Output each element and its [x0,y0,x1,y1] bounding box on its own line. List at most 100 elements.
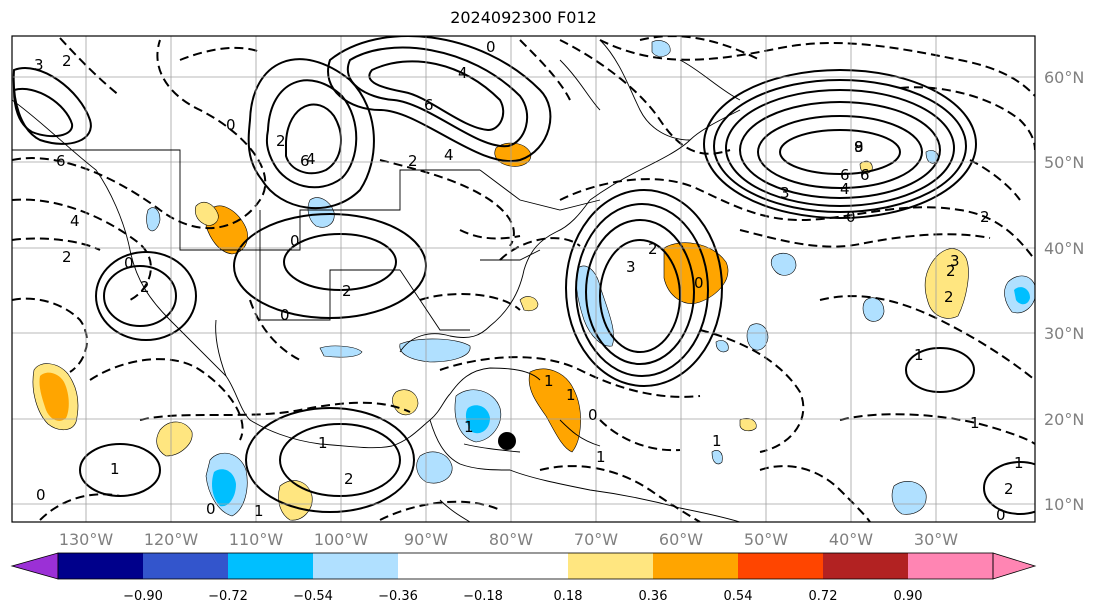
contour-label: 2 [62,248,72,266]
contour-label: 0 [226,116,236,134]
lat-label: 20°N [1044,410,1084,429]
contour-label: 1 [970,414,980,432]
colorbar-label: 0.90 [894,589,923,604]
contour-label: 2 [1004,480,1014,498]
contour-label: 6 [300,152,310,170]
colorbar-extend-min [10,552,59,580]
contour-label: 6 [56,152,66,170]
contour-label: 1 [1014,454,1024,472]
colorbar-segment [823,553,908,579]
contour-label: 4 [444,146,454,164]
contour-label: 8 [854,138,864,156]
colorbar: −0.90 −0.72 −0.54 −0.36 −0.18 0.18 0.36 … [10,552,1037,604]
colorbar-label: −0.18 [463,589,503,604]
contour-label: 6 [860,166,870,184]
latitude-labels: 60°N 50°N 40°N 30°N 20°N 10°N [1044,68,1084,514]
contour-label: 4 [70,212,80,230]
contour-label: 3 [780,184,790,202]
contour-label: 1 [318,434,328,452]
contour-label: 0 [996,506,1006,524]
contour-label: 0 [280,306,290,324]
contour-label: 2 [946,262,956,280]
colorbar-label: 0.36 [639,589,668,604]
contour-label: 0 [36,486,46,504]
colorbar-segment [313,553,398,579]
contour-label: 0 [124,254,134,272]
lon-label: 70°W [574,530,618,549]
lon-label: 90°W [404,530,448,549]
contour-label: 9 [854,138,864,156]
lon-label: 110°W [229,530,284,549]
lon-label: 50°W [744,530,788,549]
colorbar-segment [398,553,483,579]
contour-label: 1 [254,502,264,520]
contour-label: 2 [276,132,286,150]
contour-label: 0 [588,406,598,424]
colorbar-segment [653,553,738,579]
contour-label: 4 [306,150,316,168]
lon-label: 60°W [659,530,703,549]
lon-label: 120°W [144,530,199,549]
lat-label: 10°N [1044,495,1084,514]
contour-label: 1 [596,448,606,466]
contour-label: 2 [944,288,954,306]
contour-label: 2 [648,240,658,258]
contour-label: 0 [846,208,856,226]
colorbar-label: −0.90 [123,589,163,604]
colorbar-label: 0.18 [554,589,583,604]
map-border [11,35,1036,523]
colorbar-segment [738,553,823,579]
contour-label: 0 [694,274,704,292]
colorbar-segment [58,553,143,579]
contour-label: 2 [344,470,354,488]
contour-label: 2 [980,208,990,226]
lon-label: 80°W [489,530,533,549]
contour-labels: 2 3 6 4 6 6 0 4 2 0 2 4 4 6 0 8 2 0 2 3 … [34,38,1024,524]
contour-label: 2 [140,278,150,296]
dashed-contours [12,36,1035,522]
contour-label: 1 [914,346,924,364]
lat-label: 50°N [1044,153,1084,172]
lon-label: 100°W [314,530,369,549]
lat-label: 60°N [1044,68,1084,87]
contour-label: 3 [34,56,44,74]
solid-contours [12,36,1035,515]
contour-label: 3 [950,252,960,270]
colorbar-label: −0.72 [208,589,248,604]
colorbar-segment [143,553,228,579]
contour-label: 0 [290,232,300,250]
contour-label: 1 [464,418,474,436]
contour-label: 4 [840,180,850,198]
lon-label: 40°W [829,530,873,549]
contour-label: 1 [110,460,120,478]
contour-label: 0 [206,500,216,518]
contour-label: 2 [408,152,418,170]
lon-label: 130°W [59,530,114,549]
colorbar-segment [568,553,653,579]
contour-label: 3 [626,258,636,276]
contour-label: 4 [458,64,468,82]
colorbar-label: −0.54 [293,589,333,604]
contour-label: 1 [544,372,554,390]
shaded-areas [32,40,1035,521]
map-title: 2024092300 F012 [450,8,597,27]
colorbar-extend-max [992,552,1037,580]
lat-label: 40°N [1044,239,1084,258]
longitude-labels: 130°W 120°W 110°W 100°W 90°W 80°W 70°W 6… [59,530,958,549]
colorbar-segment [228,553,313,579]
colorbar-label: 0.54 [724,589,753,604]
contour-label: 0 [486,38,496,56]
coastlines [12,39,741,522]
contour-label: 2 [62,52,72,70]
colorbar-frame [57,552,994,580]
lat-label: 30°N [1044,324,1084,343]
contour-label: 1 [712,432,722,450]
contour-label: 1 [566,386,576,404]
colorbar-label: 0.72 [809,589,838,604]
lon-label: 30°W [914,530,958,549]
colorbar-segment [908,553,993,579]
colorbar-segment [483,553,568,579]
contour-label: 6 [424,96,434,114]
contour-label: 2 [342,282,352,300]
